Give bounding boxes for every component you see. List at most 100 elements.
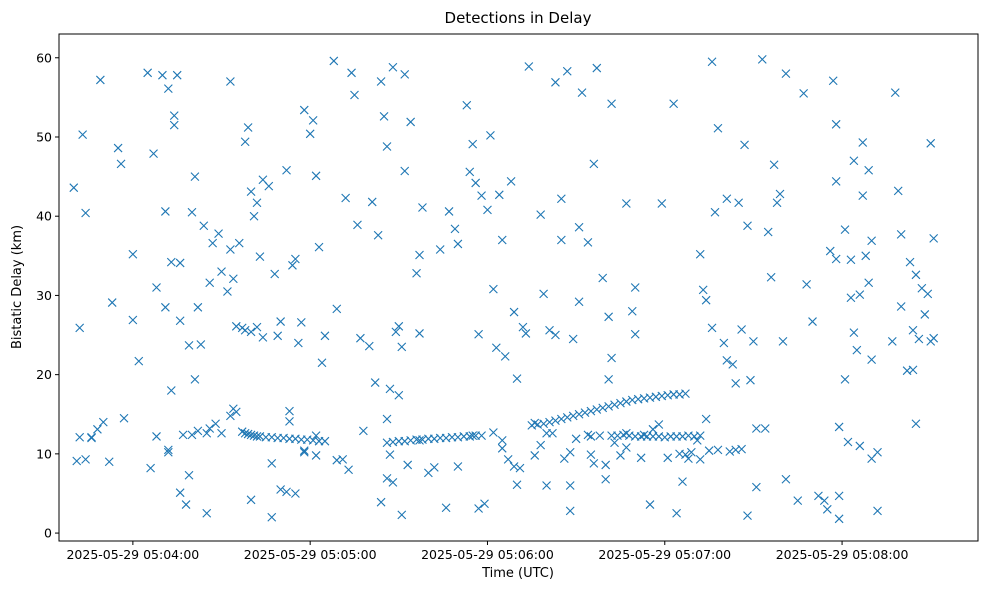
data-point [175,488,185,498]
data-point [435,245,445,254]
data-point [539,419,549,429]
data-point [867,236,877,246]
data-point [604,401,614,411]
data-point [497,235,507,245]
data-point [190,172,200,181]
data-point [601,460,611,470]
data-point [636,453,646,463]
data-point [621,428,631,438]
data-point [713,123,723,133]
data-point [616,451,625,460]
data-point [616,398,625,408]
data-point [270,269,280,279]
data-point [923,289,933,299]
data-point [908,325,918,335]
data-point [509,462,519,471]
data-point [808,317,817,326]
data-point [491,343,501,353]
x-axis: 2025-05-29 05:04:00 2025-05-29 05:05:00 20… [66,541,908,562]
data-point [477,191,486,200]
data-point [840,375,850,384]
data-point [592,63,602,73]
data-point [695,249,705,259]
data-point [468,139,478,149]
data-point [81,208,90,218]
data-point [113,143,123,153]
data-point [382,414,392,424]
data-point [107,298,117,307]
data-point [291,254,300,264]
data-point [749,336,758,346]
data-point [592,405,602,414]
data-point [367,197,377,207]
data-point [503,455,513,464]
data-point [598,273,608,283]
data-point [704,446,714,456]
data-point [586,432,596,441]
data-point [382,142,392,151]
data-point [160,302,170,312]
data-point [781,474,791,484]
data-point [926,138,936,148]
data-point [766,272,776,282]
data-point [911,419,921,429]
data-point [654,420,664,429]
data-point [169,120,179,130]
data-point [379,111,389,121]
data-point [429,462,439,472]
data-point [181,500,191,509]
data-point [536,210,546,220]
data-point [252,322,262,332]
data-point [152,432,161,441]
data-points [69,54,939,524]
data-point [920,310,930,319]
data-point [568,334,578,344]
data-point [586,406,596,416]
data-point [849,328,859,338]
data-point [822,504,832,514]
data-point [388,62,398,72]
data-point [163,84,173,94]
y-axis: 0 10 20 30 40 50 60 [36,50,59,541]
data-point [486,131,495,140]
data-point [565,447,575,457]
data-point [551,77,560,87]
data-point [737,444,746,454]
data-point [214,229,223,239]
data-point [169,111,179,120]
data-point [75,323,85,333]
data-point [678,477,687,486]
data-point [237,323,247,333]
data-point [415,436,424,445]
data-point [707,323,717,333]
x-tick-label: 2025-05-29 05:05:00 [244,547,377,562]
data-point [524,62,534,71]
data-point [607,353,616,363]
data-point [471,178,481,188]
data-point [846,293,856,303]
x-tick-label: 2025-05-29 05:08:00 [776,547,909,562]
data-point [441,503,451,513]
data-point [828,76,838,86]
data-point [87,433,96,443]
x-axis-label: Time (UTC) [481,566,554,581]
y-tick-label: 60 [36,50,52,65]
data-point [149,149,158,159]
data-point [400,70,410,79]
data-point [418,203,427,212]
data-point [243,123,253,132]
data-point [119,413,129,423]
data-point [562,413,572,422]
data-point [332,455,342,465]
data-point [746,375,755,385]
data-point [896,230,906,239]
data-point [574,409,584,419]
data-point [87,432,96,442]
data-point [267,458,277,468]
data-point [358,426,368,436]
data-point [163,447,173,457]
data-point [240,137,250,147]
data-point [586,450,596,460]
data-point [226,245,235,254]
